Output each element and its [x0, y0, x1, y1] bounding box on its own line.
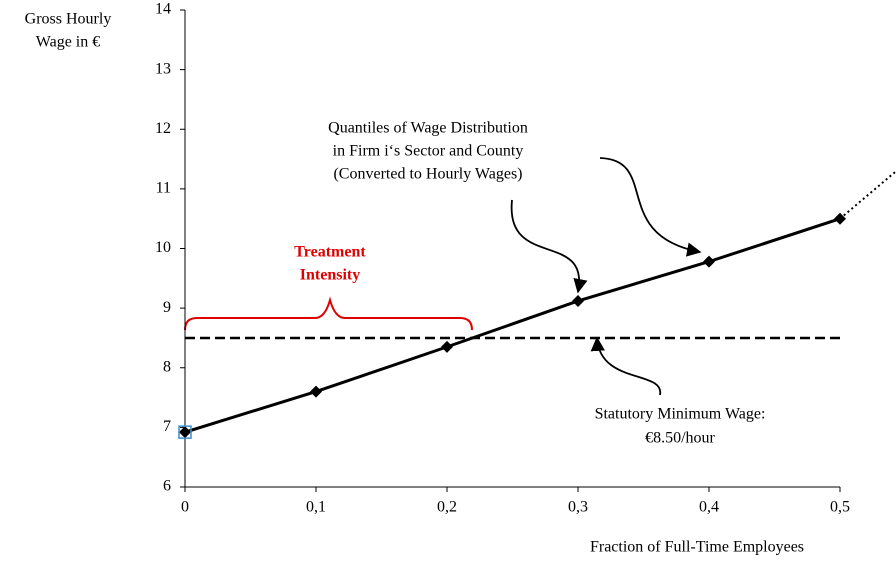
- y-tick-label: 13: [155, 60, 171, 77]
- y-tick-label: 7: [163, 418, 171, 435]
- y-tick-label: 6: [163, 478, 171, 495]
- data-point: [179, 426, 191, 439]
- y-tick-label: 10: [155, 239, 171, 256]
- y-tick-label: 8: [163, 358, 171, 375]
- annotation: Intensity: [300, 267, 360, 284]
- x-tick-label: 0,3: [568, 499, 588, 516]
- data-point: [834, 212, 846, 225]
- arrow: [510, 199, 588, 294]
- annotation: in Firm i‘s Sector and County: [333, 143, 524, 160]
- y-tick-label: 12: [155, 120, 171, 137]
- reference-label: €8.50/hour: [645, 430, 715, 447]
- selection-box: [178, 425, 192, 439]
- y-tick-label: 14: [155, 1, 171, 18]
- series-line: [184, 217, 841, 434]
- y-tick-label: 11: [156, 180, 171, 197]
- x-tick-label: 0,1: [306, 499, 326, 516]
- x-axis-label: Fraction of Full-Time Employees: [590, 539, 804, 556]
- y-axis-label: Wage in €: [36, 34, 100, 51]
- annotation: (Converted to Hourly Wages): [333, 166, 522, 183]
- data-point: [310, 385, 322, 398]
- reference-label: Statutory Minimum Wage:: [595, 406, 766, 423]
- arrow: [590, 336, 661, 396]
- projection-line: [839, 170, 896, 220]
- annotation: Treatment: [294, 244, 366, 261]
- x-tick-label: 0,5: [830, 499, 850, 516]
- annotation: Quantiles of Wage Distribution: [328, 120, 528, 137]
- x-tick-label: 0,2: [437, 499, 457, 516]
- data-point: [703, 255, 715, 268]
- data-point: [441, 340, 453, 353]
- arrow: [599, 157, 702, 257]
- y-tick-label: 9: [163, 299, 171, 316]
- y-axis-label: Gross Hourly: [25, 11, 112, 28]
- brace: [184, 296, 473, 331]
- data-point: [572, 294, 584, 307]
- x-tick-label: 0,4: [699, 499, 719, 516]
- x-tick-label: 0: [181, 499, 189, 516]
